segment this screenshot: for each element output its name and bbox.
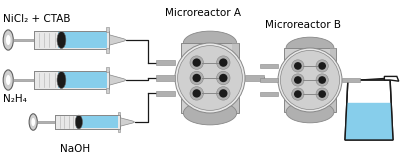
FancyBboxPatch shape xyxy=(58,72,107,88)
Ellipse shape xyxy=(280,50,340,110)
FancyBboxPatch shape xyxy=(284,48,336,112)
Text: Microreactor B: Microreactor B xyxy=(265,20,341,30)
Ellipse shape xyxy=(316,88,328,100)
Ellipse shape xyxy=(175,43,245,113)
FancyBboxPatch shape xyxy=(34,71,110,89)
Text: NaOH: NaOH xyxy=(60,144,90,154)
Ellipse shape xyxy=(6,75,10,85)
Ellipse shape xyxy=(183,101,237,125)
Ellipse shape xyxy=(57,72,66,88)
Polygon shape xyxy=(232,43,239,113)
Text: NiCl₂ + CTAB: NiCl₂ + CTAB xyxy=(3,14,70,24)
Ellipse shape xyxy=(178,46,242,110)
Ellipse shape xyxy=(316,60,328,72)
Ellipse shape xyxy=(3,30,13,50)
Ellipse shape xyxy=(192,58,201,67)
Ellipse shape xyxy=(183,31,237,55)
Ellipse shape xyxy=(292,88,304,100)
Ellipse shape xyxy=(318,62,326,70)
FancyBboxPatch shape xyxy=(118,112,120,115)
FancyBboxPatch shape xyxy=(106,27,109,32)
Ellipse shape xyxy=(318,76,326,84)
Text: N₂H₄: N₂H₄ xyxy=(3,94,27,104)
Polygon shape xyxy=(120,118,134,126)
Ellipse shape xyxy=(190,71,204,85)
FancyBboxPatch shape xyxy=(55,115,120,129)
Ellipse shape xyxy=(216,87,230,100)
Ellipse shape xyxy=(3,70,13,90)
Ellipse shape xyxy=(292,74,304,86)
FancyBboxPatch shape xyxy=(260,92,278,97)
Ellipse shape xyxy=(316,74,328,86)
Ellipse shape xyxy=(216,56,230,69)
Ellipse shape xyxy=(75,115,82,129)
FancyBboxPatch shape xyxy=(34,31,110,49)
Polygon shape xyxy=(110,75,126,85)
Text: Microreactor A: Microreactor A xyxy=(165,8,241,18)
Ellipse shape xyxy=(190,87,204,100)
FancyBboxPatch shape xyxy=(245,75,264,81)
Ellipse shape xyxy=(31,118,35,126)
FancyBboxPatch shape xyxy=(106,67,109,72)
FancyBboxPatch shape xyxy=(106,48,109,52)
Polygon shape xyxy=(110,35,126,45)
Ellipse shape xyxy=(278,48,342,112)
Ellipse shape xyxy=(6,35,10,45)
FancyBboxPatch shape xyxy=(260,78,278,82)
Ellipse shape xyxy=(216,71,230,85)
Ellipse shape xyxy=(286,101,334,123)
Ellipse shape xyxy=(318,90,326,98)
Ellipse shape xyxy=(294,76,302,84)
FancyBboxPatch shape xyxy=(13,39,34,41)
FancyBboxPatch shape xyxy=(342,78,360,82)
Ellipse shape xyxy=(219,74,228,82)
FancyBboxPatch shape xyxy=(38,121,55,123)
Ellipse shape xyxy=(192,74,201,82)
Ellipse shape xyxy=(190,56,204,69)
Ellipse shape xyxy=(292,60,304,72)
FancyBboxPatch shape xyxy=(156,60,175,65)
Ellipse shape xyxy=(294,90,302,98)
FancyBboxPatch shape xyxy=(58,32,107,48)
FancyBboxPatch shape xyxy=(156,91,175,96)
Ellipse shape xyxy=(57,32,66,49)
FancyBboxPatch shape xyxy=(76,115,118,128)
Polygon shape xyxy=(330,48,336,112)
Ellipse shape xyxy=(29,114,37,130)
Ellipse shape xyxy=(294,62,302,70)
FancyBboxPatch shape xyxy=(118,129,120,132)
FancyBboxPatch shape xyxy=(181,43,239,113)
FancyBboxPatch shape xyxy=(106,88,109,93)
FancyBboxPatch shape xyxy=(260,64,278,68)
Ellipse shape xyxy=(192,89,201,98)
Ellipse shape xyxy=(219,89,228,98)
Polygon shape xyxy=(384,76,399,81)
Ellipse shape xyxy=(286,37,334,59)
Polygon shape xyxy=(345,80,393,140)
Ellipse shape xyxy=(219,58,228,67)
Polygon shape xyxy=(345,103,393,140)
FancyBboxPatch shape xyxy=(13,79,34,81)
FancyBboxPatch shape xyxy=(156,75,175,81)
